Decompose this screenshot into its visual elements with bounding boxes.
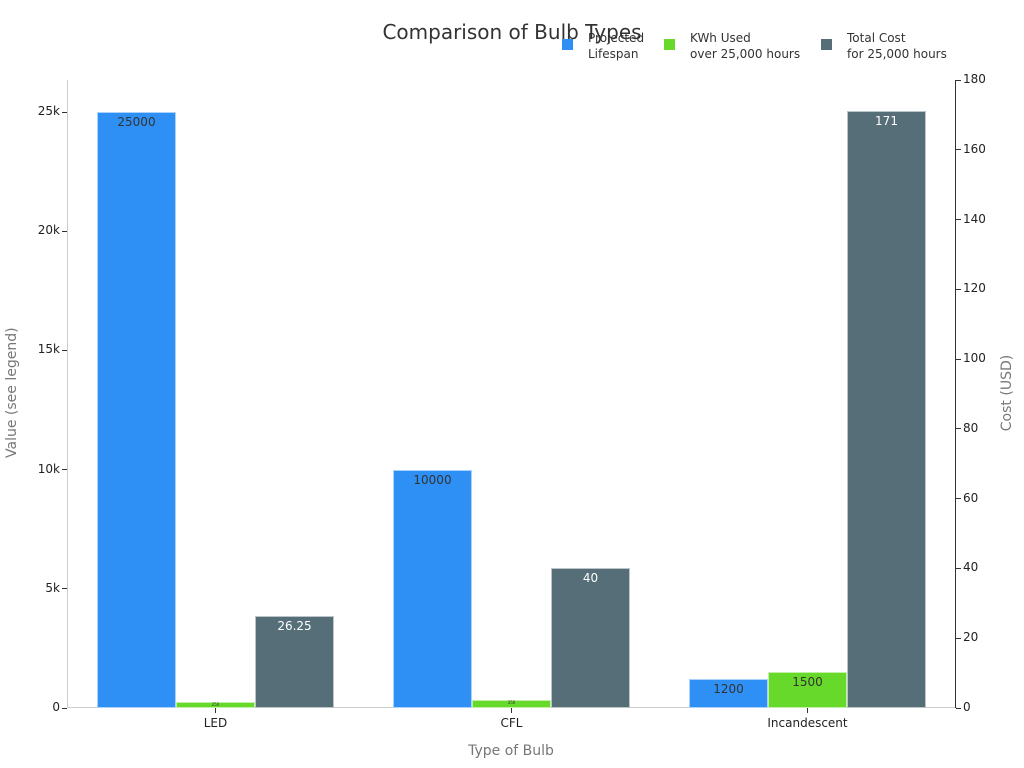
- left-y-axis: [67, 80, 68, 708]
- x-tick: [807, 708, 808, 713]
- x-tick: [511, 708, 512, 713]
- y-axis-title: Value (see legend): [4, 327, 20, 458]
- bar-led-2[interactable]: [255, 616, 334, 708]
- bar-value-label: 1200: [713, 682, 744, 697]
- y2-tick: [956, 567, 961, 569]
- bar-value-label: 10000: [413, 472, 452, 487]
- chart-title: Comparison of Bulb Types: [382, 20, 642, 44]
- x-tick-label: Incandescent: [767, 716, 848, 730]
- y2-tick: [956, 79, 961, 81]
- bar-led-0[interactable]: [97, 112, 176, 708]
- y-tick: [62, 349, 67, 351]
- x-tick-label: LED: [203, 716, 228, 730]
- y2-tick-label: 0: [963, 700, 971, 714]
- y-tick: [62, 111, 67, 113]
- y-tick-label: 5k: [45, 580, 60, 595]
- y2-tick-label: 100: [963, 351, 986, 366]
- y2-tick: [956, 707, 961, 709]
- legend-swatch: [821, 39, 832, 50]
- x-axis-title: Type of Bulb: [468, 743, 554, 759]
- y2-tick-label: 140: [963, 211, 986, 226]
- y2-tick: [956, 358, 961, 360]
- bar-value-label: 25000: [117, 115, 156, 129]
- bar-cfl-0[interactable]: [393, 469, 472, 708]
- bar-cfl-1[interactable]: [472, 699, 551, 708]
- y-tick: [62, 230, 67, 232]
- bar-value-label: 26.25: [277, 619, 312, 634]
- bar-cfl-2[interactable]: [551, 568, 630, 708]
- y-tick: [62, 588, 67, 590]
- y2-tick: [956, 498, 961, 500]
- y2-tick: [956, 149, 961, 151]
- y2-tick: [956, 219, 961, 221]
- y2-tick-label: 60: [963, 490, 979, 505]
- y2-tick: [956, 637, 961, 639]
- bar-value-label: 40: [582, 571, 599, 586]
- x-tick-label: CFL: [500, 716, 523, 730]
- y2-tick: [956, 428, 961, 430]
- bar-value-label: 1500: [792, 675, 823, 690]
- y-tick: [62, 469, 67, 471]
- bar-value-label: 171: [875, 114, 898, 129]
- y2-tick-label: 160: [963, 141, 986, 156]
- y2-tick-label: 180: [963, 72, 986, 86]
- y2-tick-label: 120: [963, 281, 986, 296]
- bar-incandescent-1[interactable]: [768, 672, 847, 708]
- bar-value-label: 250: [211, 702, 220, 708]
- legend-swatch: [664, 39, 675, 50]
- right-y-axis: [955, 80, 956, 708]
- y-tick-label: 15k: [37, 342, 60, 357]
- y2-tick-label: 40: [963, 560, 979, 575]
- y-tick-label: 0: [52, 700, 60, 714]
- y-tick-label: 25k: [37, 104, 60, 118]
- y-tick: [62, 707, 67, 709]
- y2-tick-label: 80: [963, 420, 979, 435]
- bar-incandescent-0[interactable]: [689, 679, 768, 708]
- bar-incandescent-2[interactable]: [847, 111, 926, 708]
- y-tick-label: 20k: [37, 223, 60, 238]
- y2-tick-label: 20: [963, 630, 979, 645]
- bar-value-label: 350: [507, 699, 516, 705]
- y2-tick: [956, 288, 961, 290]
- x-tick: [215, 708, 216, 713]
- y-tick-label: 10k: [37, 461, 60, 476]
- bar-led-1[interactable]: [176, 702, 255, 708]
- y2-axis-title: Cost (USD): [999, 354, 1015, 432]
- legend-swatch: [562, 39, 573, 50]
